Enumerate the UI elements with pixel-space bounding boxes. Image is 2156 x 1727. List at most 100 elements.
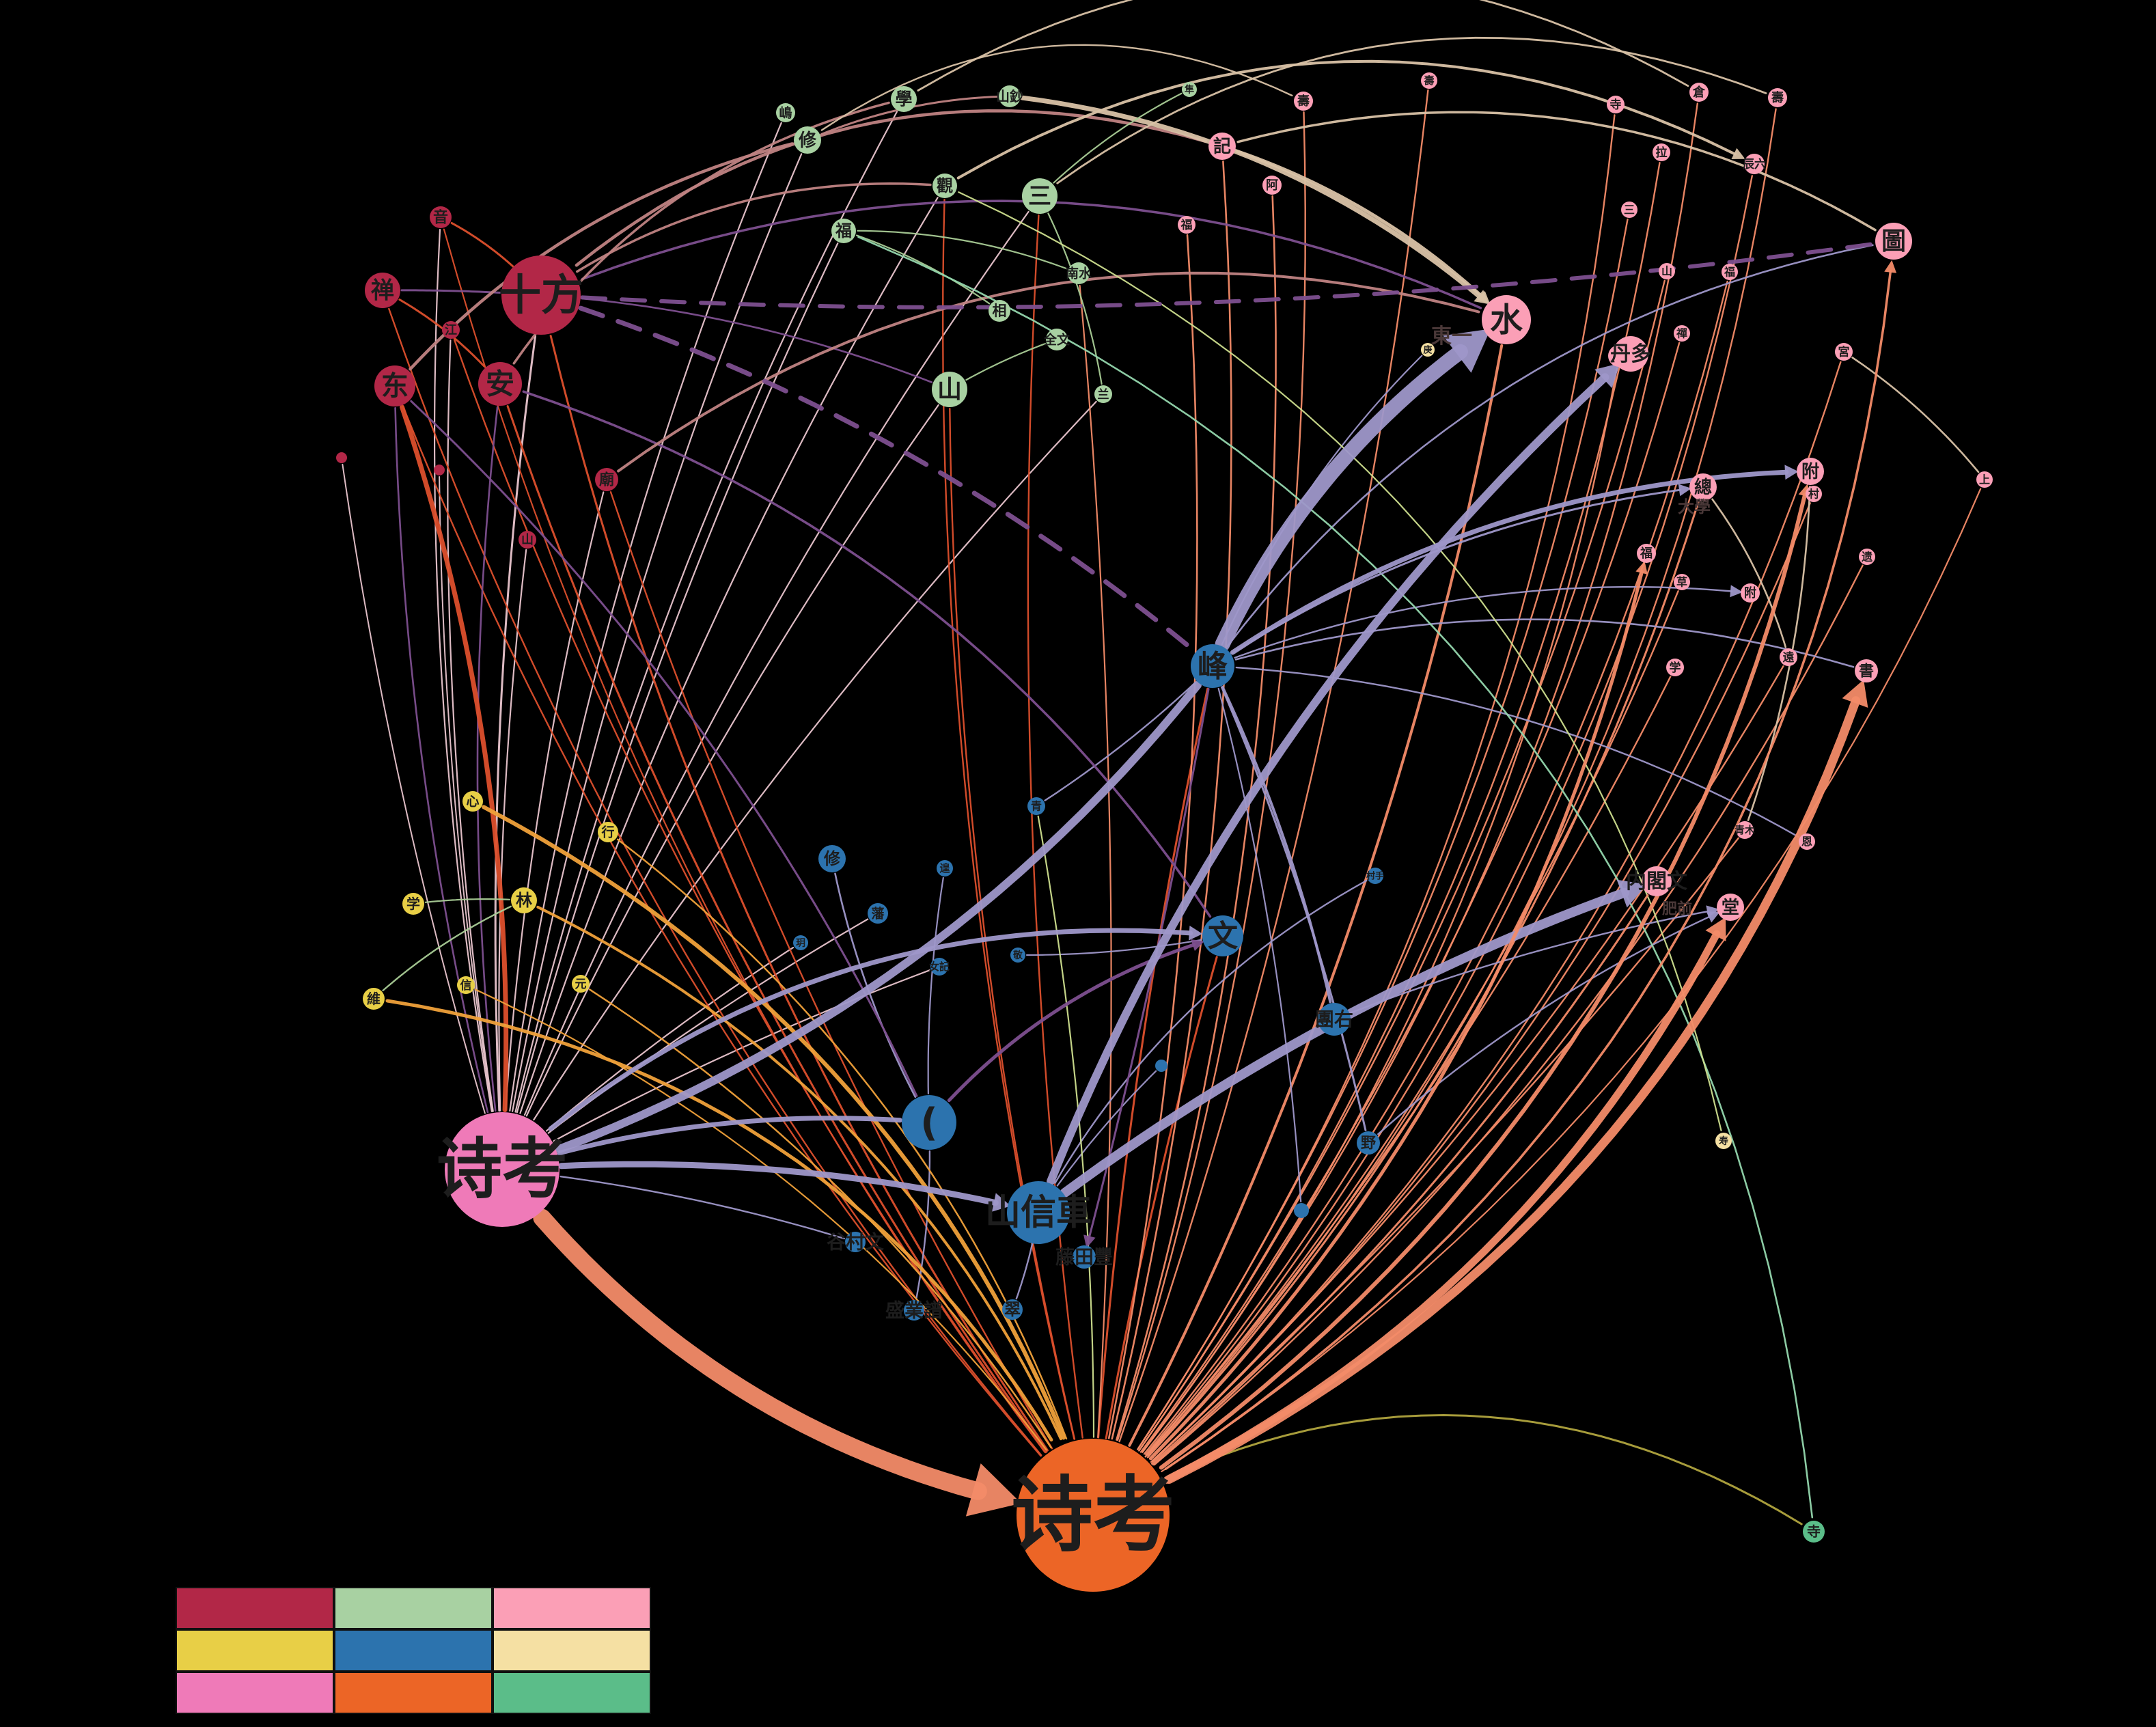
graph-edge: [1142, 102, 1698, 1453]
graph-edge: [1217, 687, 1302, 1203]
node-label: 丹多: [1610, 342, 1651, 366]
graph-edge: [956, 59, 1737, 180]
graph-node: 三: [1022, 178, 1058, 214]
node-label: 文: [1208, 919, 1238, 954]
edge-arrowhead-icon: [1884, 260, 1897, 273]
node-circle: [932, 174, 957, 198]
graph-edge: [536, 905, 1062, 1441]
node-label: 山鈔: [996, 88, 1023, 105]
graph-node: 上: [1976, 471, 1993, 488]
graph-node: 元: [572, 975, 590, 993]
node-circle: [1027, 797, 1045, 815]
graph-edge: [548, 928, 1193, 1131]
graph-edge: [558, 1161, 999, 1206]
graph-node: [434, 465, 445, 475]
graph-node: 村: [1806, 486, 1822, 502]
node-circle: [336, 452, 347, 463]
graph-node: 堂: [1717, 894, 1744, 921]
node-label: 肥前: [1662, 900, 1692, 917]
graph-edge: [1350, 910, 1709, 1014]
graph-edge: [1137, 218, 1629, 1450]
node-label: 維: [367, 991, 381, 1007]
node-circle: [1835, 343, 1853, 361]
graph-edge: [557, 1116, 902, 1156]
graph-node: 寺: [1607, 96, 1625, 113]
node-circle: [999, 85, 1021, 107]
edge-arrowhead-icon: [1730, 585, 1743, 598]
node-circle: [1799, 833, 1815, 850]
node-label: 倉: [1692, 85, 1706, 100]
node-circle: [1659, 263, 1675, 279]
graph-edge: [1026, 939, 1202, 956]
node-label: (: [920, 1101, 938, 1145]
node-circle: [1178, 216, 1196, 234]
node-circle: [457, 976, 475, 994]
node-label: 隼: [1184, 84, 1194, 96]
node-label: 三: [1028, 183, 1051, 210]
node-label: 寿: [1719, 1135, 1728, 1147]
graph-node: 福: [1722, 264, 1738, 280]
graph-node: 寺: [1803, 1521, 1825, 1543]
graph-edge: [1165, 696, 1861, 1484]
graph-edge: [1230, 469, 1789, 655]
node-circle: [1068, 262, 1090, 284]
node-label: 心: [466, 794, 479, 809]
node-circle: [1642, 866, 1672, 896]
graph-node: 拉: [1653, 143, 1670, 161]
legend-swatch-r3c3: [493, 1672, 651, 1714]
node-circle: [1073, 1245, 1096, 1269]
graph-edge: [385, 999, 1053, 1442]
graph-edge: [1047, 212, 1103, 385]
graph-edge: [1148, 570, 1644, 1461]
node-circle: [1022, 178, 1058, 214]
graph-node: 福: [1637, 544, 1656, 563]
node-circle: [1715, 1133, 1732, 1149]
graph-node: 學: [891, 86, 917, 112]
node-label: 藤田豐: [1055, 1246, 1113, 1269]
graph-node: 学: [402, 893, 424, 915]
graph-edge: [965, 343, 1047, 381]
graph-edge: [927, 876, 944, 1094]
graph-edge: [1151, 361, 1842, 1462]
graph-edge: [1015, 1241, 1034, 1300]
legend-grid: [176, 1587, 651, 1714]
graph-edge: [494, 335, 537, 1112]
graph-edge: [1116, 111, 1306, 1441]
graph-node: 修: [794, 126, 821, 154]
graph-edge: [1054, 879, 1368, 1184]
graph-node: 山: [932, 372, 967, 407]
edge-arrowhead-icon: [1443, 329, 1491, 373]
node-label: 遑: [939, 862, 950, 874]
graph-node: 青木: [1735, 821, 1756, 839]
node-label: 女記: [929, 961, 950, 973]
node-label: 遗: [1861, 550, 1872, 563]
node-circle: [1294, 1203, 1309, 1218]
graph-node: 音: [430, 206, 452, 228]
graph-node: 玥: [793, 935, 808, 950]
graph-edge: [1153, 564, 1864, 1466]
node-label: 安: [486, 367, 514, 400]
node-circle: [1357, 1131, 1380, 1155]
graph-edge: [581, 297, 932, 383]
graph-node: 信: [457, 976, 475, 994]
graph-node: 圖: [1875, 223, 1912, 260]
graph-node: 女記: [929, 958, 950, 976]
graph-edge: [1221, 685, 1332, 1004]
graph-node: 草: [1674, 574, 1690, 590]
graph-edge: [447, 340, 494, 1112]
graph-edge: [498, 549, 527, 1111]
node-circle: [818, 845, 846, 872]
node-label: 林: [516, 891, 532, 910]
node-label: 东: [381, 371, 409, 402]
graph-node: 野: [1357, 1131, 1380, 1155]
edge-arrowhead-icon: [1731, 148, 1745, 159]
graph-node: 恩: [1799, 833, 1815, 850]
node-label: 元: [575, 978, 587, 991]
graph-node: 宮: [1835, 343, 1853, 361]
graph-node: 敬: [1010, 948, 1025, 963]
graph-node: 东: [374, 365, 415, 406]
node-label: 禪: [1676, 327, 1687, 340]
ghost-label: 大學: [1678, 497, 1711, 516]
node-circle: [1717, 894, 1744, 921]
legend-swatch-r1c2: [334, 1587, 493, 1629]
